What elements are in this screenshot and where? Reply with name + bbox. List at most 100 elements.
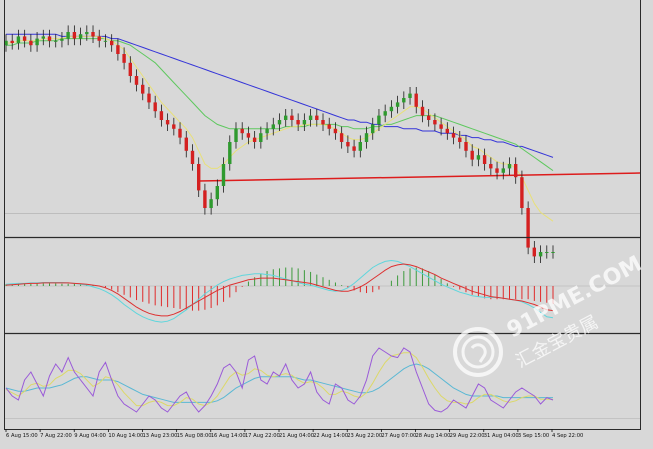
candle-body — [159, 111, 164, 120]
candle — [333, 122, 338, 140]
candle — [551, 245, 555, 259]
x-tick-label: 17 Aug 22:00 — [245, 433, 280, 439]
candle-body — [265, 128, 269, 134]
candle — [203, 183, 207, 215]
candle-body — [252, 137, 257, 142]
candle-body — [514, 164, 518, 178]
candle — [358, 135, 362, 158]
candle-body — [470, 150, 474, 160]
candle — [458, 131, 462, 149]
candle-body — [153, 102, 157, 112]
candle-body — [209, 199, 213, 208]
candle — [116, 38, 120, 61]
oscillator-panel — [4, 347, 640, 419]
candle — [91, 25, 95, 43]
candle-body — [495, 168, 499, 173]
candle-body — [383, 111, 387, 116]
candle — [451, 126, 456, 145]
candle — [302, 113, 307, 131]
candle — [395, 95, 400, 114]
x-tick-label: 7 Aug 22:00 — [40, 433, 72, 439]
candle-body — [134, 76, 139, 85]
candle — [296, 113, 300, 131]
x-tick-label: 27 Aug 07:00 — [381, 433, 416, 439]
x-tick-label: 3 Sep 15:00 — [518, 433, 549, 439]
candle-body — [178, 128, 182, 138]
x-tick-label: 28 Aug 14:00 — [416, 433, 451, 439]
candle-body — [364, 133, 369, 142]
candle — [408, 87, 412, 105]
candle — [35, 32, 39, 52]
candle — [228, 135, 232, 171]
candle-body — [29, 40, 33, 46]
candle — [327, 117, 331, 136]
candle-body — [110, 40, 114, 46]
x-tick-label: 13 Aug 23:00 — [143, 433, 178, 439]
candle — [221, 157, 226, 193]
candle-body — [54, 40, 58, 42]
candle-body — [458, 137, 462, 142]
candle-body — [377, 115, 381, 125]
candle-body — [507, 164, 512, 169]
candle — [85, 25, 89, 41]
candle — [159, 104, 164, 127]
x-tick-label: 9 Aug 04:00 — [74, 433, 106, 439]
candle — [54, 34, 58, 48]
candle — [271, 117, 275, 136]
candle-body — [352, 146, 356, 151]
candle — [234, 122, 238, 149]
macd-panel — [4, 259, 640, 323]
candle-body — [389, 106, 394, 112]
x-tick-label: 10 Aug 14:00 — [108, 433, 143, 439]
candle-body — [277, 120, 282, 125]
candle — [470, 144, 474, 167]
candle — [110, 34, 114, 52]
candle-body — [315, 115, 319, 120]
candle — [240, 122, 244, 140]
candle-body — [439, 124, 443, 129]
candle — [128, 56, 132, 83]
candle — [197, 157, 201, 197]
candle-body — [116, 45, 120, 54]
candle — [532, 241, 536, 263]
candle — [308, 109, 313, 127]
candle — [178, 122, 182, 145]
candle — [346, 135, 350, 153]
candle — [29, 34, 33, 52]
candle — [476, 148, 481, 167]
x-tick-label: 22 Aug 14:00 — [313, 433, 348, 439]
candle — [122, 47, 126, 70]
x-tick-label: 29 Aug 22:00 — [450, 433, 485, 439]
candle — [41, 29, 45, 46]
candle — [252, 131, 257, 149]
candle-body — [60, 38, 64, 41]
candle — [66, 25, 70, 46]
candle — [16, 29, 21, 50]
candle-body — [271, 124, 275, 129]
candle-body — [308, 115, 313, 120]
candle — [402, 91, 406, 109]
x-axis-labels: 6 Aug 15:00 7 Aug 22:00 9 Aug 04:00 10 Aug … — [5, 429, 583, 439]
candle-body — [22, 36, 27, 41]
candle-body — [482, 155, 487, 164]
candle-body — [221, 164, 226, 186]
candle-body — [296, 120, 300, 125]
candle-body — [41, 36, 45, 39]
candle-body — [66, 32, 70, 39]
candle — [47, 29, 52, 48]
x-tick-label: 21 Aug 04:00 — [279, 433, 314, 439]
candle-body — [4, 40, 8, 46]
candle-body — [122, 54, 126, 63]
candle — [420, 100, 425, 123]
candle-body — [302, 120, 307, 125]
candle-body — [526, 208, 530, 248]
candle-body — [203, 190, 207, 208]
candle-body — [408, 93, 412, 98]
candle — [72, 25, 77, 46]
candle — [538, 245, 543, 263]
candle-body — [427, 115, 431, 120]
candle — [389, 100, 394, 118]
candle — [433, 113, 437, 131]
